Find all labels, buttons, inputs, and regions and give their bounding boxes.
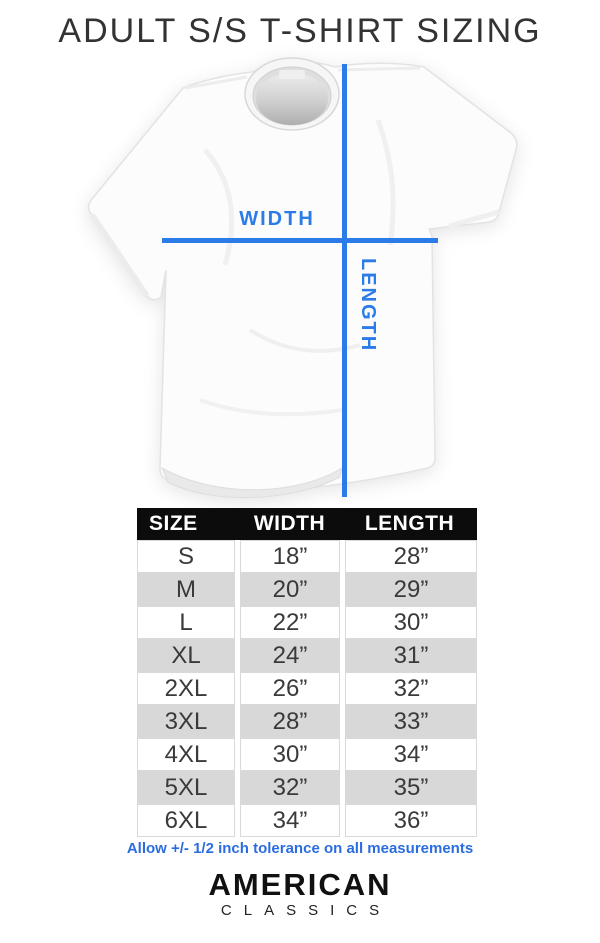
tolerance-note: Allow +/- 1/2 inch tolerance on all meas… — [126, 840, 474, 857]
table-cell-size: M — [137, 573, 235, 606]
brand-name-classics: CLASSICS — [220, 902, 392, 920]
width-label: WIDTH — [239, 208, 315, 230]
tshirt-diagram: WIDTH LENGTH — [87, 57, 518, 499]
table-cell-length: 31” — [345, 639, 477, 672]
table-cell-length: 28” — [345, 540, 477, 573]
brand-name-american: AMERICAN — [208, 867, 392, 902]
table-cell-width: 24” — [240, 639, 340, 672]
length-label: LENGTH — [357, 258, 379, 353]
length-measure-line — [342, 64, 347, 497]
column-header-length: LENGTH — [364, 512, 455, 535]
table-row: 5XL 32” 35” — [137, 771, 477, 804]
width-measure-line — [162, 238, 438, 243]
table-cell-size: 3XL — [137, 705, 235, 738]
table-cell-length: 36” — [345, 804, 477, 837]
table-cell-size: 6XL — [137, 804, 235, 837]
table-cell-size: 2XL — [137, 672, 235, 705]
table-row: 3XL 28” 33” — [137, 705, 477, 738]
table-cell-length: 30” — [345, 606, 477, 639]
table-cell-width: 20” — [240, 573, 340, 606]
column-header-width: WIDTH — [253, 512, 326, 535]
tshirt-image — [87, 57, 518, 499]
table-cell-size: XL — [137, 639, 235, 672]
table-cell-size: S — [137, 540, 235, 573]
table-cell-width: 22” — [240, 606, 340, 639]
brand-logo: AMERICAN CLASSICS — [0, 867, 600, 920]
table-row: 2XL 26” 32” — [137, 672, 477, 705]
column-header-size: SIZE — [149, 512, 198, 535]
table-cell-length: 33” — [345, 705, 477, 738]
table-cell-size: L — [137, 606, 235, 639]
table-cell-width: 30” — [240, 738, 340, 771]
table-cell-size: 5XL — [137, 771, 235, 804]
table-row: 6XL 34” 36” — [137, 804, 477, 837]
table-row: 4XL 30” 34” — [137, 738, 477, 771]
table-row: L 22” 30” — [137, 606, 477, 639]
table-cell-length: 32” — [345, 672, 477, 705]
table-cell-length: 29” — [345, 573, 477, 606]
table-cell-length: 35” — [345, 771, 477, 804]
table-row: S 18” 28” — [137, 540, 477, 573]
table-cell-width: 26” — [240, 672, 340, 705]
table-cell-width: 28” — [240, 705, 340, 738]
table-cell-width: 32” — [240, 771, 340, 804]
table-cell-width: 34” — [240, 804, 340, 837]
table-cell-width: 18” — [240, 540, 340, 573]
table-cell-size: 4XL — [137, 738, 235, 771]
table-row: XL 24” 31” — [137, 639, 477, 672]
page-title: ADULT S/S T-SHIRT SIZING — [58, 12, 542, 50]
table-cell-length: 34” — [345, 738, 477, 771]
size-chart-table: SIZE WIDTH LENGTH S 18” 28” M 20” 29” L … — [137, 508, 477, 837]
table-header-row: SIZE WIDTH LENGTH — [137, 508, 477, 540]
table-row: M 20” 29” — [137, 573, 477, 606]
